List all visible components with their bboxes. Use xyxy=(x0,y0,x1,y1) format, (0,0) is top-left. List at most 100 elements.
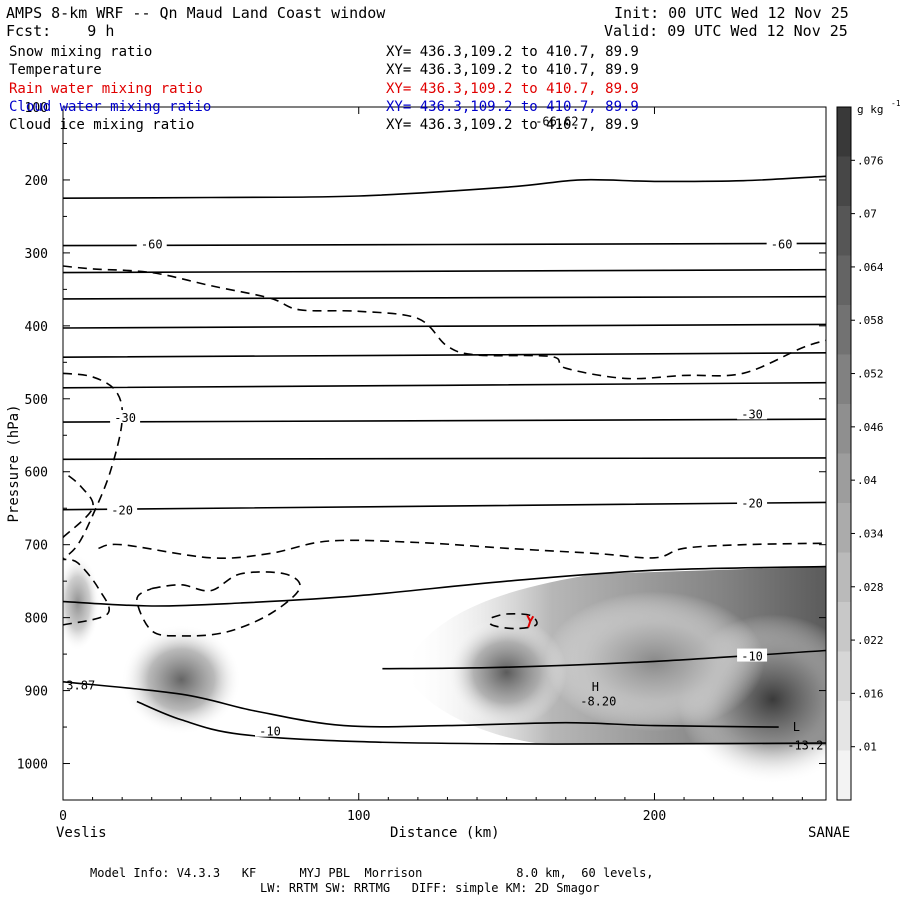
contour-labels: -60 -60 -30 -30 -20 -20 -10 -10 -66.62 H-8.20 L -13… xyxy=(66,115,823,753)
extrema-annotation: -13.2 xyxy=(787,738,823,752)
y-axis-label: Pressure (hPa) xyxy=(6,404,22,522)
temperature-isotherm xyxy=(63,501,826,511)
snow-shading-layer xyxy=(63,555,826,785)
colorbar-segment xyxy=(837,701,851,751)
colorbar-segment xyxy=(837,156,851,207)
temperature-isotherm xyxy=(63,418,826,423)
forecast-hour: Fcst: 9 h xyxy=(6,22,115,40)
cloud-ice-contour xyxy=(63,265,826,380)
snow-blob xyxy=(121,624,242,735)
extrema-annotation: -8.20 xyxy=(580,695,616,709)
right-endpoint-label: SANAE xyxy=(808,825,851,841)
y-tick-label: 600 xyxy=(25,466,48,481)
colorbar-segment xyxy=(837,651,851,702)
colorbar-segment xyxy=(837,354,851,405)
isotherm-label-bg xyxy=(136,236,167,250)
isotherm-label: -20 xyxy=(111,504,133,518)
colorbar-tick-label: .016 xyxy=(857,687,884,700)
axes: 100 200 300 400 500 600 700 800 900 1000 0 100 200 Pr… xyxy=(6,101,827,824)
chart-title: AMPS 8-km WRF -- Qn Maud Land Coast wind… xyxy=(6,4,386,22)
isotherm-label-bg xyxy=(737,406,768,420)
extrema-annotation: L xyxy=(793,720,800,734)
rain-water-contour xyxy=(526,614,535,628)
colorbar-tick-label: .01 xyxy=(857,741,877,754)
colorbar: .01 .016 .022 .028 .034 .04 .046 .052 .058 .064 .0… xyxy=(836,99,900,801)
temperature-isotherm xyxy=(63,323,826,329)
temperature-isotherm xyxy=(63,268,826,274)
y-tick-label: 500 xyxy=(25,393,48,408)
legend-rain: Rain water mixing ratio xyxy=(9,81,203,97)
x-axis-label: Distance (km) xyxy=(390,825,500,841)
isotherm-label-bg xyxy=(766,236,797,250)
left-endpoint-label: Veslis xyxy=(56,825,107,841)
isotherm-label: -20 xyxy=(741,496,763,510)
legend-temperature-xy: XY= 436.3,109.2 to 410.7, 89.9 xyxy=(386,62,639,78)
isotherm-label: -60 xyxy=(771,237,793,251)
colorbar-tick-label: .022 xyxy=(857,634,884,647)
y-tick-label: 800 xyxy=(25,612,48,627)
y-tick-label: 400 xyxy=(25,320,48,335)
cloud-ice-contour xyxy=(63,471,94,538)
extrema-annotation: 3.87 xyxy=(66,678,95,692)
colorbar-tick-label: .076 xyxy=(857,154,884,167)
colorbar-tick-label: .058 xyxy=(857,314,884,327)
isotherm-label: -30 xyxy=(741,407,763,421)
temperature-isotherm xyxy=(63,381,826,389)
isotherm-label: -60 xyxy=(141,237,163,251)
colorbar-segment xyxy=(837,305,851,355)
snow-blob xyxy=(446,617,567,728)
temperature-isotherm xyxy=(63,175,826,199)
colorbar-tick-label: .028 xyxy=(857,581,884,594)
legend-cloud-ice-xy: XY= 436.3,109.2 to 410.7, 89.9 xyxy=(386,117,639,133)
colorbar-frame xyxy=(836,106,852,801)
temperature-isotherm xyxy=(63,352,826,358)
legend-rain-xy: XY= 436.3,109.2 to 410.7, 89.9 xyxy=(386,81,639,97)
isotherm-label: -10 xyxy=(259,725,281,739)
colorbar-tick-label: .034 xyxy=(857,527,884,540)
extrema-annotation: -66.62 xyxy=(535,115,578,129)
model-info-line1: Model Info: V4.3.3 KF MYJ PBL Morrison 8… xyxy=(90,866,654,880)
colorbar-tick-label: .064 xyxy=(857,261,884,274)
y-tick-label: 100 xyxy=(25,101,48,116)
colorbar-segment xyxy=(837,503,851,553)
colorbar-tick-label: .07 xyxy=(857,208,877,221)
y-tick-label: 1000 xyxy=(17,758,48,773)
colorbar-units-exponent: -1 xyxy=(891,99,900,108)
x-tick-label: 200 xyxy=(643,809,666,824)
temperature-isotherm xyxy=(63,681,779,728)
init-time: Init: 00 UTC Wed 12 Nov 25 xyxy=(614,4,849,22)
isotherm-label-bg xyxy=(737,648,768,662)
colorbar-segment xyxy=(837,453,851,504)
y-tick-label: 200 xyxy=(25,174,48,189)
model-info-line2: LW: RRTM SW: RRTMG DIFF: simple KM: 2D S… xyxy=(260,881,600,895)
colorbar-segment xyxy=(837,255,851,306)
extrema-annotation: H xyxy=(592,680,599,694)
temperature-isotherm xyxy=(63,457,826,461)
colorbar-units: g kg xyxy=(857,103,884,116)
colorbar-segment xyxy=(837,602,851,652)
legend-cloud-ice: Cloud ice mixing ratio xyxy=(9,117,195,133)
colorbar-segment xyxy=(837,404,851,454)
valid-time: Valid: 09 UTC Wed 12 Nov 25 xyxy=(604,22,848,40)
y-tick-label: 900 xyxy=(25,685,48,700)
temperature-isotherm xyxy=(63,295,826,300)
colorbar-segment xyxy=(837,750,851,801)
isotherm-label-bg xyxy=(737,495,768,509)
isotherm-label: -30 xyxy=(114,411,136,425)
cloud-ice-contours xyxy=(63,265,826,637)
isotherm-label-bg xyxy=(110,410,141,424)
temperature-isotherm xyxy=(63,242,826,247)
isotherm-label: -10 xyxy=(741,650,763,664)
isotherm-label-bg xyxy=(255,723,286,737)
y-tick-label: 700 xyxy=(25,539,48,554)
cloud-ice-contour xyxy=(489,612,538,630)
colorbar-segment xyxy=(837,206,851,256)
cloud-ice-contour xyxy=(63,372,124,560)
y-tick-label: 300 xyxy=(25,247,48,262)
x-tick-label: 100 xyxy=(347,809,370,824)
cloud-ice-contour xyxy=(98,539,826,559)
legend-cloud-water: Cloud water mixing ratio xyxy=(9,99,212,115)
legend-cloud-water-xy: XY= 436.3,109.2 to 410.7, 89.9 xyxy=(386,99,639,115)
plot-frame xyxy=(62,106,827,801)
